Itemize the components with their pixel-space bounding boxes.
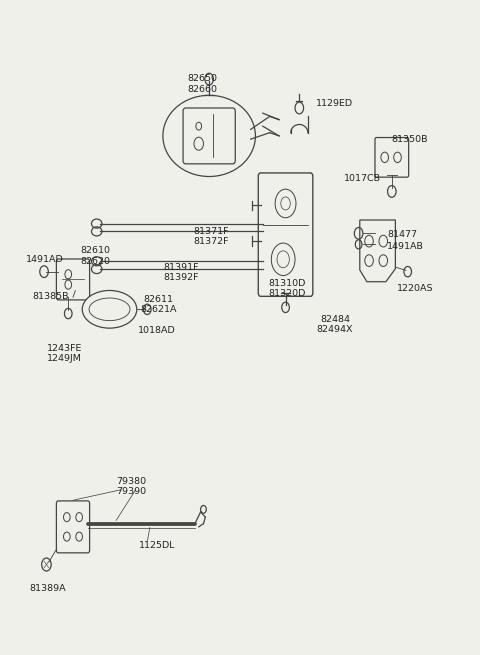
Text: 1017CB: 1017CB [344, 174, 382, 183]
FancyBboxPatch shape [258, 173, 313, 296]
FancyBboxPatch shape [183, 108, 235, 164]
Text: 1125DL: 1125DL [139, 540, 175, 550]
FancyBboxPatch shape [375, 138, 408, 177]
Text: 1491AB: 1491AB [387, 242, 424, 251]
FancyBboxPatch shape [56, 501, 90, 553]
Text: 82611
82621A: 82611 82621A [140, 295, 177, 314]
Text: 81350B: 81350B [392, 135, 428, 143]
Text: 81389A: 81389A [30, 584, 66, 593]
Text: 81477: 81477 [387, 230, 417, 239]
Text: 81371F
81372F: 81371F 81372F [194, 227, 229, 246]
Ellipse shape [82, 290, 137, 328]
Text: 1018AD: 1018AD [138, 326, 176, 335]
Text: 82484
82494X: 82484 82494X [317, 314, 353, 334]
Text: 82650
82660: 82650 82660 [187, 74, 217, 94]
Text: 81391F
81392F: 81391F 81392F [163, 263, 198, 282]
Text: 1243FE
1249JM: 1243FE 1249JM [47, 344, 82, 363]
FancyBboxPatch shape [56, 259, 90, 300]
Text: 82610
82620: 82610 82620 [80, 246, 110, 266]
Text: 81385B: 81385B [32, 292, 69, 301]
Polygon shape [360, 220, 396, 282]
Text: 1129ED: 1129ED [316, 99, 353, 108]
Text: 79380
79390: 79380 79390 [116, 477, 146, 496]
Text: 1220AS: 1220AS [396, 284, 433, 293]
Text: 81310D
81320D: 81310D 81320D [269, 279, 306, 298]
Text: 1491AD: 1491AD [25, 255, 63, 264]
